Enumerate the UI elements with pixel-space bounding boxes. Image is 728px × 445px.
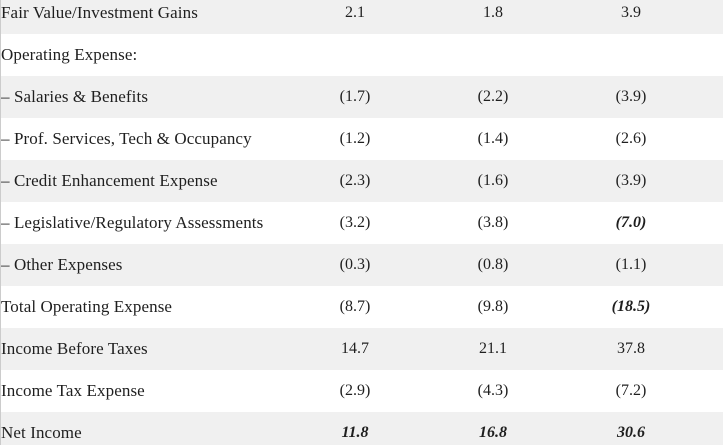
row-label: Total Operating Expense bbox=[1, 297, 173, 316]
value-cell: (1.2) bbox=[339, 130, 371, 147]
value-cell bbox=[286, 34, 424, 76]
row-label: – Legislative/Regulatory Assessments bbox=[1, 213, 264, 232]
value-cell: (0.8) bbox=[477, 256, 509, 273]
value-cell: (9.8) bbox=[477, 298, 509, 315]
value-cell: (7.2) bbox=[615, 382, 647, 399]
table-row: – Credit Enhancement Expense (2.3) (1.6)… bbox=[1, 160, 723, 202]
spacer-cell bbox=[700, 0, 723, 34]
value-cell bbox=[424, 34, 562, 76]
row-label: – Other Expenses bbox=[1, 255, 123, 274]
table-row: – Salaries & Benefits (1.7) (2.2) (3.9) bbox=[1, 76, 723, 118]
spacer-cell bbox=[700, 160, 723, 202]
spacer-cell bbox=[700, 286, 723, 328]
value-cell: (4.3) bbox=[477, 382, 509, 399]
value-cell: (2.9) bbox=[339, 382, 371, 399]
spacer-cell bbox=[700, 118, 723, 160]
value-cell: 14.7 bbox=[341, 340, 369, 357]
table-row: Income Before Taxes 14.7 21.1 37.8 bbox=[1, 328, 723, 370]
value-cell: 21.1 bbox=[479, 340, 507, 357]
value-cell bbox=[562, 34, 700, 76]
value-cell: 16.8 bbox=[479, 424, 507, 441]
spacer-cell bbox=[700, 34, 723, 76]
table-row: Fair Value/Investment Gains 2.1 1.8 3.9 bbox=[1, 0, 723, 34]
row-label: Operating Expense: bbox=[1, 45, 138, 64]
spacer-cell bbox=[700, 412, 723, 445]
value-cell: (3.9) bbox=[615, 88, 647, 105]
value-cell: (1.1) bbox=[615, 256, 647, 273]
value-cell: 2.1 bbox=[345, 4, 365, 21]
value-cell: (2.6) bbox=[615, 130, 647, 147]
value-cell: (3.9) bbox=[615, 172, 647, 189]
row-label: Fair Value/Investment Gains bbox=[1, 3, 198, 22]
row-label: – Credit Enhancement Expense bbox=[1, 171, 218, 190]
row-label: – Salaries & Benefits bbox=[1, 87, 149, 106]
table-row: Operating Expense: bbox=[1, 34, 723, 76]
value-cell: 3.9 bbox=[621, 4, 641, 21]
value-cell: (2.2) bbox=[477, 88, 509, 105]
spacer-cell bbox=[700, 370, 723, 412]
value-cell: 1.8 bbox=[483, 4, 503, 21]
table-row: Net Income 11.8 16.8 30.6 bbox=[1, 412, 723, 445]
table-row: – Legislative/Regulatory Assessments (3.… bbox=[1, 202, 723, 244]
value-cell: (7.0) bbox=[615, 214, 647, 231]
spacer-cell bbox=[700, 244, 723, 286]
table-row: Total Operating Expense (8.7) (9.8) (18.… bbox=[1, 286, 723, 328]
value-cell: (3.2) bbox=[339, 214, 371, 231]
value-cell: (18.5) bbox=[611, 298, 651, 315]
row-label: Net Income bbox=[1, 423, 82, 442]
table-row: – Prof. Services, Tech & Occupancy (1.2)… bbox=[1, 118, 723, 160]
table-row: Income Tax Expense (2.9) (4.3) (7.2) bbox=[1, 370, 723, 412]
value-cell: 30.6 bbox=[617, 424, 645, 441]
value-cell: (8.7) bbox=[339, 298, 371, 315]
table-row: – Other Expenses (0.3) (0.8) (1.1) bbox=[1, 244, 723, 286]
value-cell: (2.3) bbox=[339, 172, 371, 189]
spacer-cell bbox=[700, 202, 723, 244]
value-cell: (1.7) bbox=[339, 88, 371, 105]
row-label: – Prof. Services, Tech & Occupancy bbox=[1, 129, 252, 148]
value-cell: (1.6) bbox=[477, 172, 509, 189]
value-cell: (0.3) bbox=[339, 256, 371, 273]
value-cell: (1.4) bbox=[477, 130, 509, 147]
row-label: Income Before Taxes bbox=[1, 339, 148, 358]
value-cell: 37.8 bbox=[617, 340, 645, 357]
spacer-cell bbox=[700, 76, 723, 118]
value-cell: 11.8 bbox=[341, 424, 369, 441]
row-label: Income Tax Expense bbox=[1, 381, 145, 400]
value-cell: (3.8) bbox=[477, 214, 509, 231]
spacer-cell bbox=[700, 328, 723, 370]
